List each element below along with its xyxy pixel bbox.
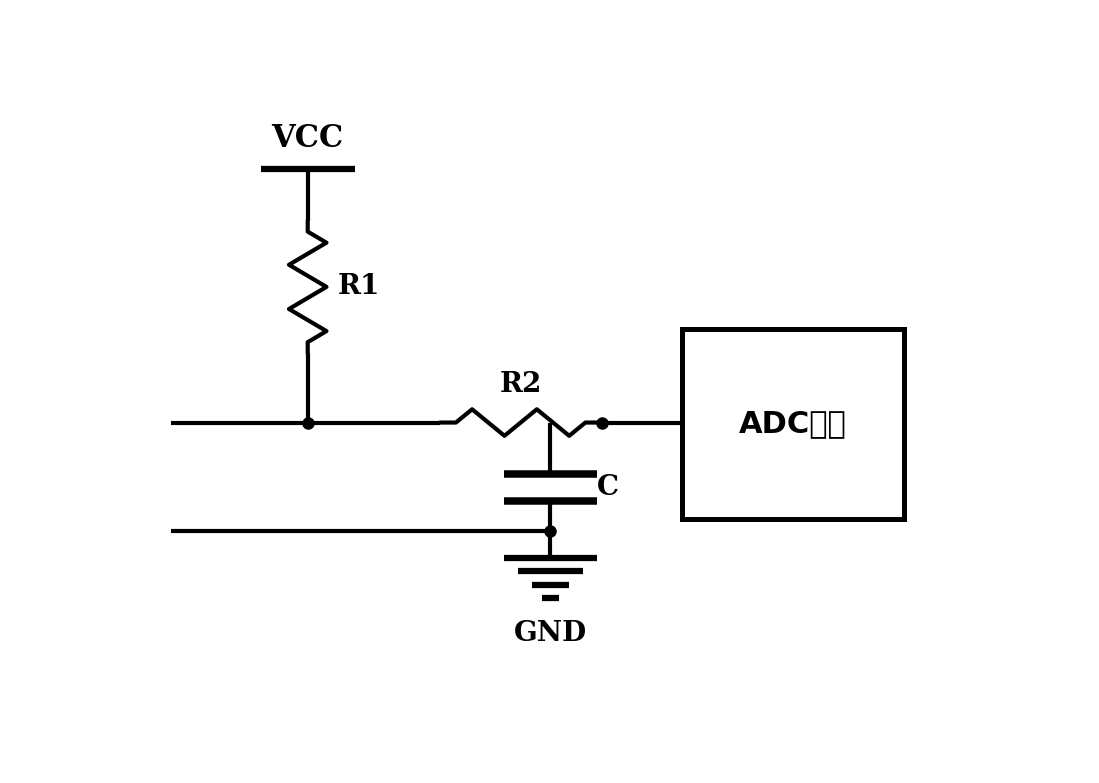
Text: R1: R1: [337, 273, 380, 301]
Text: R2: R2: [499, 371, 542, 399]
Text: GND: GND: [514, 620, 587, 648]
Text: VCC: VCC: [271, 123, 344, 154]
Text: C: C: [598, 474, 620, 501]
Bar: [682, 329, 903, 519]
Text: ADC芯片: ADC芯片: [740, 410, 847, 438]
